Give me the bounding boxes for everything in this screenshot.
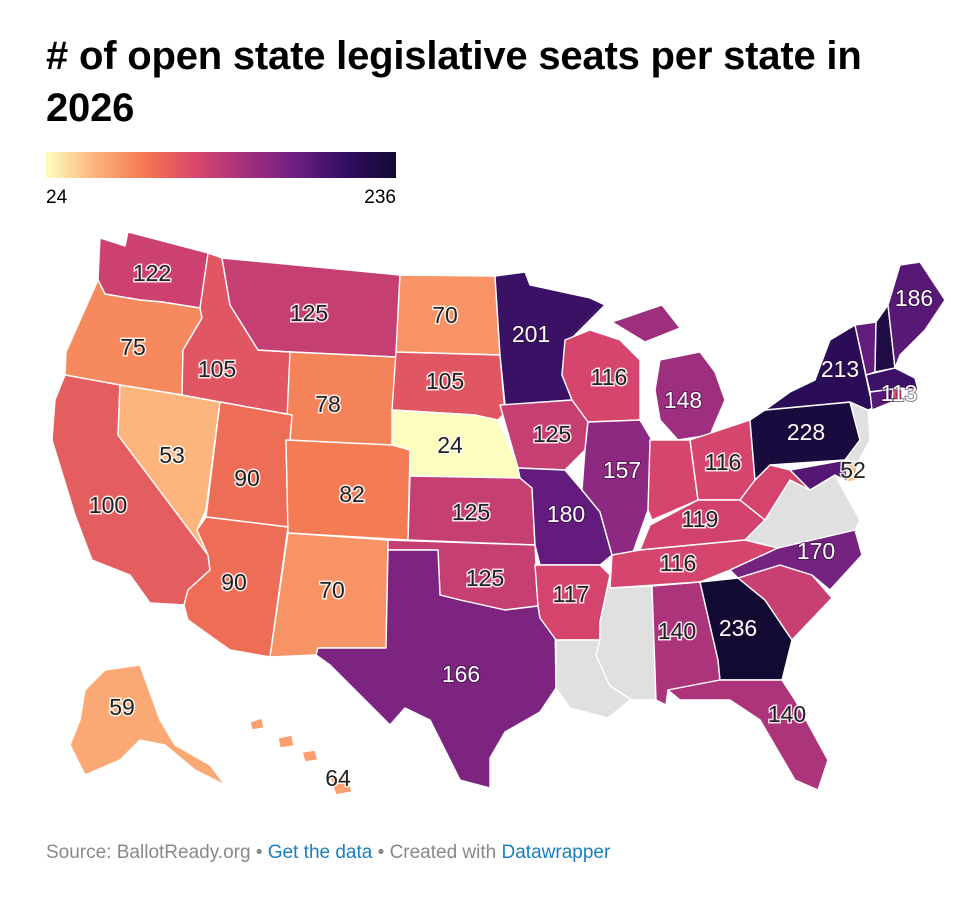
state-value-label-MA: 113: [881, 380, 918, 406]
legend-min-label: 24: [46, 187, 68, 208]
state-value-label-NY: 213: [821, 356, 859, 382]
state-value-label-OR: 75: [120, 334, 146, 360]
source-text: Source: BallotReady.org: [46, 842, 251, 863]
datawrapper-link[interactable]: Datawrapper: [501, 842, 611, 863]
separator: •: [377, 842, 385, 863]
state-value-label-WI: 116: [591, 364, 628, 390]
state-TX[interactable]: [315, 549, 557, 789]
state-value-label-AZ: 90: [221, 569, 247, 595]
color-legend: 24 236: [46, 152, 396, 209]
state-FL[interactable]: [667, 679, 829, 791]
state-value-label-MI: 148: [664, 387, 702, 413]
state-value-label-TX: 166: [442, 661, 480, 687]
state-RI[interactable]: [891, 388, 903, 403]
chart-title: # of open state legislative seats per st…: [46, 34, 862, 130]
state-value-label-NM: 70: [319, 577, 345, 603]
state-value-label-WY: 78: [315, 391, 341, 417]
state-value-label-KY: 119: [682, 506, 719, 532]
state-value-label-MT: 125: [290, 300, 328, 326]
state-value-label-ND: 70: [432, 302, 458, 328]
state-value-label-GA: 236: [719, 615, 757, 641]
state-value-label-MO: 180: [547, 501, 585, 527]
state-WY[interactable]: [285, 351, 397, 446]
state-value-label-OH: 116: [705, 449, 742, 475]
state-value-label-IA: 125: [533, 421, 571, 447]
state-value-label-CA: 100: [89, 492, 127, 518]
state-ME[interactable]: [887, 261, 946, 369]
state-value-label-OK: 125: [466, 565, 504, 591]
state-value-label-ID: 105: [198, 356, 236, 382]
state-value-label-NV: 53: [159, 442, 185, 468]
get-data-link[interactable]: Get the data: [267, 842, 373, 863]
state-value-label-PA: 228: [787, 419, 825, 445]
state-value-label-IL: 157: [603, 457, 641, 483]
state-value-label-SD: 105: [426, 368, 464, 394]
state-value-label-KS: 125: [452, 499, 490, 525]
state-value-label-MN: 201: [512, 321, 550, 347]
state-value-label-FL: 140: [768, 701, 806, 727]
state-value-label-NE: 24: [437, 432, 463, 458]
state-MD[interactable]: [789, 459, 849, 491]
state-AK[interactable]: [69, 664, 226, 786]
state-IN[interactable]: [647, 439, 699, 521]
created-with-text: Created with: [389, 842, 497, 863]
separator: •: [255, 842, 263, 863]
state-value-label-DE: 52: [840, 457, 866, 483]
state-value-label-UT: 90: [234, 465, 260, 491]
footer: Source: BallotReady.org • Get the data •…: [46, 842, 610, 864]
state-value-label-TN: 116: [660, 550, 697, 576]
legend-gradient: [46, 152, 396, 178]
state-value-label-WA: 122: [133, 260, 171, 286]
state-value-label-AR: 117: [553, 581, 590, 607]
state-value-label-NC: 170: [797, 538, 835, 564]
state-value-label-CO: 82: [339, 481, 365, 507]
state-value-label-HI: 64: [325, 765, 351, 791]
state-value-label-ME: 186: [895, 285, 933, 311]
state-value-label-AL: 140: [658, 618, 696, 644]
state-HI[interactable]: [249, 717, 353, 796]
state-value-label-AK: 59: [109, 694, 135, 720]
legend-max-label: 236: [364, 187, 396, 208]
